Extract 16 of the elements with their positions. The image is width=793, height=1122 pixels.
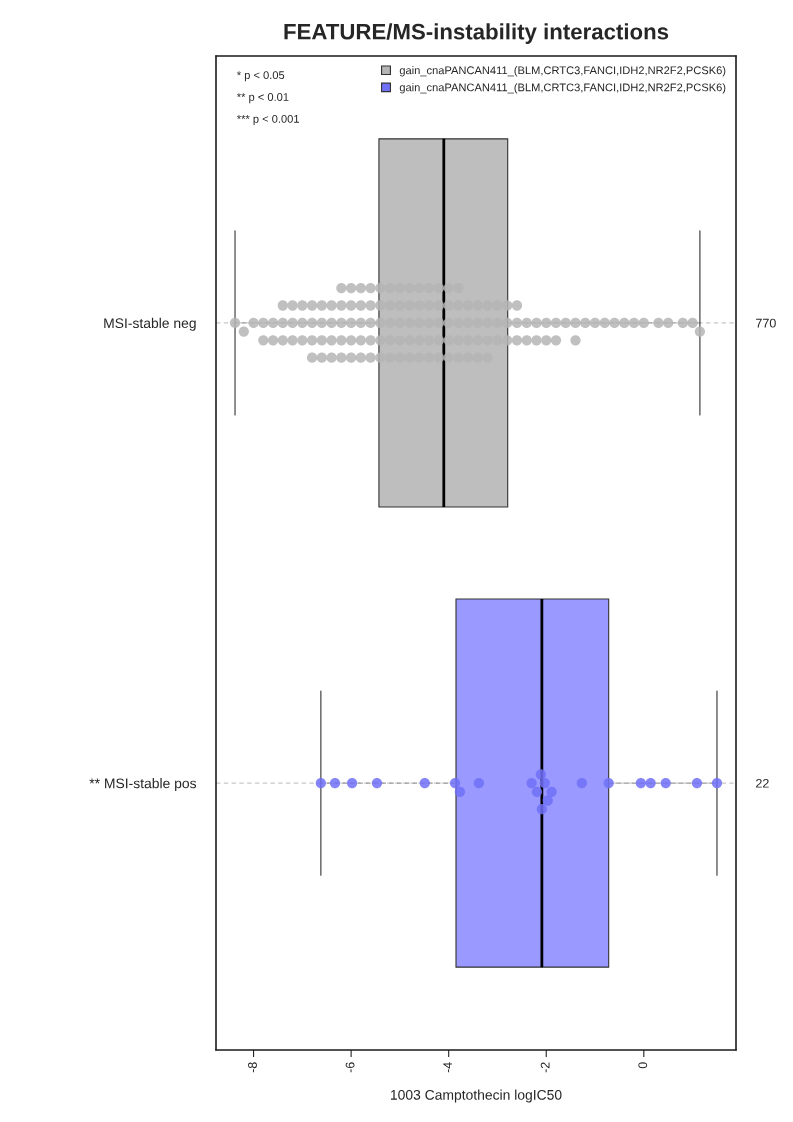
x-tick-label: -4 xyxy=(443,1062,452,1073)
y2-tick-label: 770 xyxy=(756,318,776,328)
y-tick-label: MSI-stable neg xyxy=(104,317,196,331)
x-tick-label: -8 xyxy=(248,1062,257,1073)
chart-title: FEATURE/MS-instability interactions xyxy=(284,23,669,44)
legend-label: gain_cnaPANCAN411_(BLM,CRTC3,FANCI,IDH2,NR2F2,PCSK6) xyxy=(399,66,726,77)
x-axis-title: 1003 Camptothecin logIC50 xyxy=(390,1089,562,1103)
y2-tick-label: 22 xyxy=(756,778,769,788)
annotation: * p < 0.05 xyxy=(236,71,285,82)
x-tick-label: 0 xyxy=(638,1062,648,1069)
y-tick-label: ** MSI-stable pos xyxy=(89,778,197,792)
legend-label: gain_cnaPANCAN411_(BLM,CRTC3,FANCI,IDH2,NR2F2,PCSK6) xyxy=(399,83,726,94)
x-tick-label: -6 xyxy=(345,1062,355,1073)
annotation: *** p < 0.001 xyxy=(236,114,299,125)
x-tick-label: -2 xyxy=(540,1062,550,1073)
annotation: ** p < 0.01 xyxy=(236,93,289,104)
